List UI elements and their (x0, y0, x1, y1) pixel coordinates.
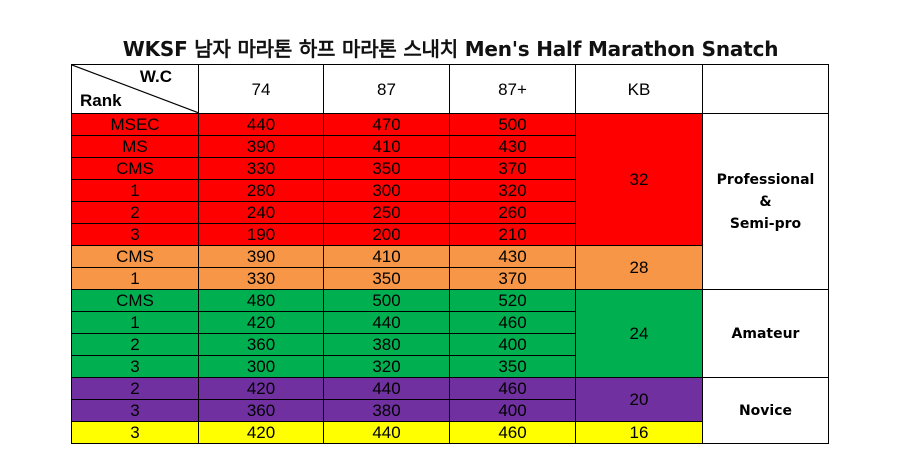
value-cell-74: 440 (198, 113, 324, 136)
kettlebell-weight-cell: 24 (575, 289, 703, 378)
value-cell-74: 360 (198, 333, 324, 356)
value-cell-87: 350 (323, 157, 450, 180)
level-cell-novice: Novice (702, 377, 829, 444)
value-cell-74: 390 (198, 135, 324, 158)
rank-cell: 1 (71, 311, 199, 334)
value-cell-87-plus: 260 (449, 201, 576, 224)
level-label-line: Semi-pro (729, 215, 802, 232)
weight-header-74: 74 (198, 64, 324, 114)
value-cell-74: 360 (198, 399, 324, 422)
kettlebell-weight-cell: 32 (575, 113, 703, 246)
table-row: 3 190 200 210 (71, 223, 829, 246)
value-cell-74: 480 (198, 289, 324, 312)
page-title: WKSF 남자 마라톤 하프 마라톤 스내치 Men's Half Marath… (122, 37, 779, 61)
value-cell-74: 420 (198, 377, 324, 400)
rank-cell: 1 (71, 179, 199, 202)
value-cell-87-plus: 370 (449, 267, 576, 290)
table-row: 3 300 320 350 (71, 355, 829, 378)
weight-header-87-plus: 87+ (449, 64, 576, 114)
value-cell-87-plus: 320 (449, 179, 576, 202)
table-row: 3 420 440 460 16 (71, 421, 829, 444)
snatch-standards-table: W.C Rank 74 87 87+ KB MSEC 440 470 500 32 Pro… (71, 64, 829, 444)
level-label-line: Professional (716, 171, 815, 188)
rank-cell: 3 (71, 421, 199, 444)
value-cell-87: 410 (323, 135, 450, 158)
rank-cell: 2 (71, 377, 199, 400)
value-cell-87: 250 (323, 201, 450, 224)
value-cell-87: 440 (323, 377, 450, 400)
value-cell-87: 500 (323, 289, 450, 312)
value-cell-74: 240 (198, 201, 324, 224)
table-row: 1 420 440 460 (71, 311, 829, 334)
rank-cell: MSEC (71, 113, 199, 136)
value-cell-87: 410 (323, 245, 450, 268)
rank-cell: CMS (71, 289, 199, 312)
table-row: 2 240 250 260 (71, 201, 829, 224)
rank-cell: CMS (71, 157, 199, 180)
value-cell-87: 300 (323, 179, 450, 202)
value-cell-87-plus: 430 (449, 245, 576, 268)
rank-cell: CMS (71, 245, 199, 268)
rank-cell: 3 (71, 223, 199, 246)
value-cell-74: 420 (198, 311, 324, 334)
table-row: MSEC 440 470 500 32 Professional & Semi-pro (71, 113, 829, 290)
value-cell-87: 320 (323, 355, 450, 378)
value-cell-87-plus: 350 (449, 355, 576, 378)
kettlebell-weight-cell: 20 (575, 377, 703, 422)
value-cell-87-plus: 400 (449, 399, 576, 422)
value-cell-87-plus: 430 (449, 135, 576, 158)
value-cell-87-plus: 370 (449, 157, 576, 180)
value-cell-87-plus: 460 (449, 311, 576, 334)
value-cell-74: 190 (198, 223, 324, 246)
level-label-line: & (759, 193, 772, 210)
table-row: CMS 330 350 370 (71, 157, 829, 180)
table-row: MS 390 410 430 (71, 135, 829, 158)
table-row: 3 360 380 400 (71, 399, 829, 422)
table-row: CMS 390 410 430 28 (71, 245, 829, 290)
value-cell-87: 440 (323, 421, 450, 444)
value-cell-87: 380 (323, 333, 450, 356)
table-row: 2 420 440 460 20 Novice (71, 377, 829, 444)
level-cell-amateur: Amateur (702, 289, 829, 378)
value-cell-74: 330 (198, 157, 324, 180)
weight-header-87: 87 (323, 64, 450, 114)
value-cell-74: 420 (198, 421, 324, 444)
value-cell-87: 470 (323, 113, 450, 136)
value-cell-87-plus: 400 (449, 333, 576, 356)
rank-cell: 2 (71, 333, 199, 356)
value-cell-87-plus: 460 (449, 421, 576, 444)
value-cell-74: 330 (198, 267, 324, 290)
rank-cell: MS (71, 135, 199, 158)
value-cell-74: 300 (198, 355, 324, 378)
corner-header-cell: W.C Rank (71, 64, 199, 114)
diagonal-divider (72, 65, 198, 113)
rank-cell: 1 (71, 267, 199, 290)
value-cell-87-plus: 520 (449, 289, 576, 312)
value-cell-87: 380 (323, 399, 450, 422)
value-cell-87-plus: 500 (449, 113, 576, 136)
value-cell-74: 390 (198, 245, 324, 268)
table-row: 1 330 350 370 (71, 267, 829, 290)
value-cell-87: 200 (323, 223, 450, 246)
rank-cell: 2 (71, 201, 199, 224)
value-cell-74: 280 (198, 179, 324, 202)
value-cell-87: 440 (323, 311, 450, 334)
rank-cell: 3 (71, 399, 199, 422)
value-cell-87: 350 (323, 267, 450, 290)
rank-cell: 3 (71, 355, 199, 378)
level-cell-pro: Professional & Semi-pro (702, 113, 829, 290)
value-cell-87-plus: 210 (449, 223, 576, 246)
table-row: 1 280 300 320 (71, 179, 829, 202)
value-cell-87-plus: 460 (449, 377, 576, 400)
kb-header: KB (575, 64, 703, 114)
table-row: CMS 480 500 520 24 Amateur (71, 289, 829, 378)
kettlebell-weight-cell: 16 (575, 421, 703, 444)
header-row: W.C Rank 74 87 87+ KB (71, 64, 829, 114)
kettlebell-weight-cell: 28 (575, 245, 703, 290)
level-header-empty (702, 64, 829, 114)
weight-class-label: W.C (139, 67, 172, 86)
rank-label: Rank (80, 91, 122, 110)
